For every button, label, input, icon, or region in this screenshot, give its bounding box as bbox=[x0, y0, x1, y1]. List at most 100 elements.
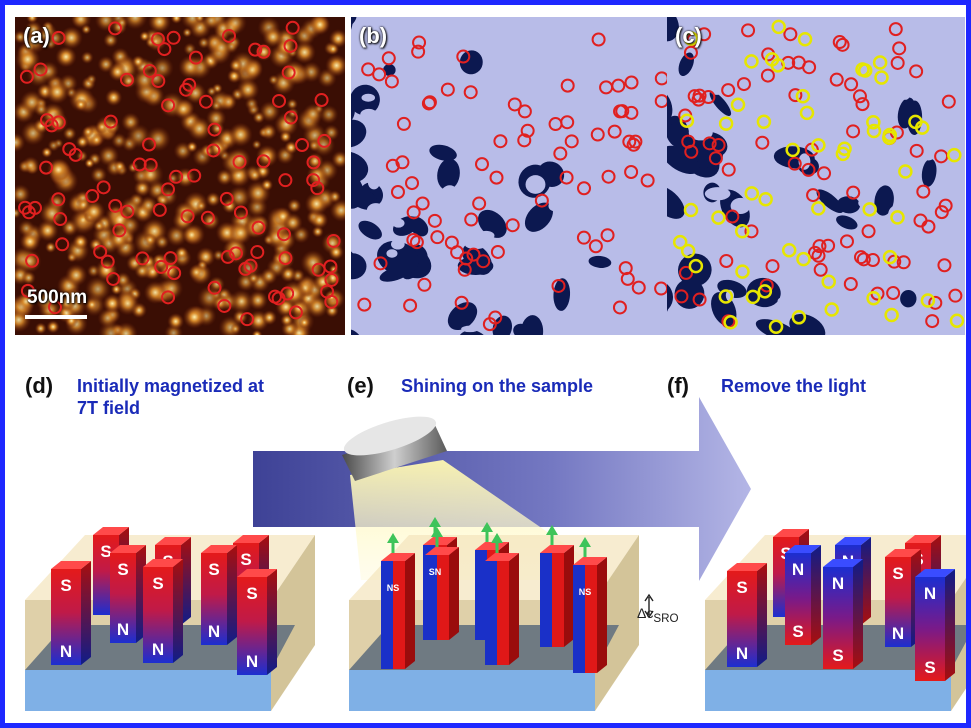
yellow-marker bbox=[796, 251, 811, 267]
red-marker bbox=[829, 72, 844, 87]
red-marker bbox=[856, 252, 871, 267]
red-marker bbox=[55, 237, 70, 252]
nanopillar bbox=[573, 557, 607, 673]
pillar-top bbox=[425, 547, 459, 555]
yellow-marker bbox=[882, 130, 897, 146]
red-marker bbox=[520, 123, 535, 138]
light-domain bbox=[940, 157, 964, 175]
yellow-marker bbox=[866, 123, 882, 139]
topography-grain bbox=[229, 58, 243, 73]
light-domain bbox=[505, 78, 517, 88]
red-marker bbox=[278, 251, 293, 266]
red-marker bbox=[220, 249, 235, 264]
topography-grain bbox=[251, 329, 263, 335]
red-marker bbox=[151, 32, 166, 47]
red-marker bbox=[106, 271, 121, 286]
dark-domain bbox=[524, 202, 553, 232]
red-marker bbox=[489, 170, 504, 185]
red-marker bbox=[615, 104, 630, 119]
topography-grain bbox=[201, 17, 221, 30]
pillar-top bbox=[885, 549, 921, 557]
red-marker bbox=[417, 277, 432, 292]
delta-c-sro-label: ΔcSRO bbox=[637, 605, 679, 625]
topography-grain bbox=[241, 59, 264, 82]
nanopillar: SN bbox=[110, 545, 146, 643]
panel-b-domain-map: (b) bbox=[351, 17, 674, 335]
scale-bar bbox=[25, 315, 87, 319]
red-marker bbox=[427, 213, 442, 228]
light-domain bbox=[885, 67, 897, 87]
yellow-marker bbox=[874, 70, 889, 85]
yellow-marker bbox=[785, 142, 800, 158]
topography-grain bbox=[15, 30, 27, 44]
topography-grain bbox=[252, 111, 266, 124]
red-marker bbox=[892, 41, 907, 56]
panel-c-domain-map: (c) bbox=[667, 17, 965, 335]
red-marker bbox=[507, 97, 522, 112]
red-marker bbox=[472, 196, 487, 211]
magnetization-arrowhead-icon bbox=[429, 517, 441, 527]
topography-grain bbox=[160, 276, 184, 301]
light-domain bbox=[931, 36, 953, 46]
light-domain bbox=[920, 141, 937, 161]
red-marker bbox=[691, 92, 706, 107]
red-marker bbox=[577, 181, 592, 196]
red-marker bbox=[505, 218, 520, 233]
red-marker bbox=[415, 196, 430, 211]
yellow-marker bbox=[744, 54, 759, 69]
nanopillar: SN bbox=[885, 549, 921, 647]
pillar-label-bottom: N bbox=[736, 644, 748, 663]
pillar-label-top: N bbox=[924, 584, 936, 603]
pillar-side bbox=[564, 545, 574, 647]
topography-grain bbox=[229, 289, 254, 314]
pillar-label-top: S bbox=[208, 560, 219, 579]
light-domain bbox=[360, 108, 378, 121]
substrate-front bbox=[349, 670, 595, 711]
red-marker bbox=[326, 233, 341, 248]
light-domain bbox=[363, 316, 383, 335]
red-marker bbox=[161, 290, 176, 305]
yellow-marker bbox=[837, 141, 852, 157]
red-marker bbox=[142, 63, 157, 78]
red-marker bbox=[317, 133, 332, 148]
pillar-top bbox=[237, 569, 277, 577]
pillar-side bbox=[509, 553, 519, 665]
pillar-side bbox=[853, 559, 863, 669]
light-domain bbox=[718, 37, 738, 58]
dark-domain bbox=[351, 151, 369, 184]
red-marker bbox=[151, 74, 166, 89]
red-marker bbox=[390, 184, 405, 199]
pillar-side bbox=[861, 537, 871, 625]
pillar-label-bottom: N bbox=[246, 652, 258, 671]
red-marker bbox=[559, 170, 574, 185]
dark-domain bbox=[351, 119, 367, 148]
topography-grain bbox=[60, 26, 83, 50]
dark-domain bbox=[874, 185, 894, 216]
pillar-label-top: S bbox=[100, 542, 111, 561]
light-domain bbox=[688, 124, 713, 141]
light-domain bbox=[798, 153, 811, 170]
yellow-marker bbox=[884, 307, 899, 323]
topography-grain bbox=[45, 79, 70, 105]
topography-grain bbox=[283, 212, 303, 233]
red-marker bbox=[741, 23, 756, 38]
red-marker bbox=[283, 110, 298, 125]
nanopillar: NS bbox=[915, 569, 955, 681]
pillar-side bbox=[405, 553, 415, 669]
red-marker bbox=[219, 191, 234, 206]
red-marker bbox=[405, 176, 420, 191]
yellow-marker bbox=[683, 202, 699, 218]
topography-grain bbox=[326, 42, 340, 56]
topography-grain bbox=[312, 271, 333, 292]
topography-grain bbox=[138, 161, 164, 188]
topography-grain bbox=[148, 17, 171, 34]
pillar-top bbox=[540, 545, 574, 553]
topography-grain bbox=[122, 17, 148, 30]
yellow-marker bbox=[723, 315, 738, 330]
delta-subscript: SRO bbox=[653, 611, 679, 625]
red-marker bbox=[112, 223, 127, 238]
light-domain bbox=[554, 247, 564, 267]
light-domain bbox=[853, 83, 868, 102]
red-marker bbox=[240, 312, 255, 327]
red-marker bbox=[161, 98, 176, 113]
